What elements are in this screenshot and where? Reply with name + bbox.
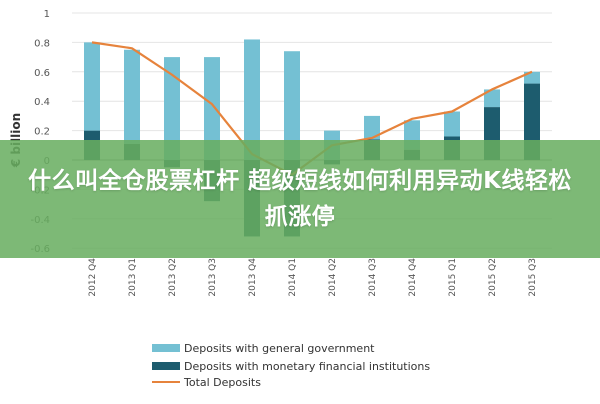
x-tick-label: 2013 Q3 (208, 258, 218, 297)
legend-label: Deposits with general government (184, 342, 375, 355)
x-tick-label: 2013 Q1 (128, 258, 138, 297)
bar-general-government (444, 111, 460, 136)
bar-general-government (84, 42, 100, 130)
x-tick-label: 2013 Q2 (168, 258, 178, 297)
x-tick-label: 2012 Q4 (88, 258, 98, 297)
x-tick-label: 2014 Q4 (408, 258, 418, 297)
x-tick-label: 2014 Q2 (328, 258, 338, 297)
y-tick-label: 0.8 (34, 38, 50, 49)
y-tick-label: 0.2 (34, 127, 50, 138)
legend: Deposits with general government Deposits… (152, 342, 430, 389)
x-tick-label: 2015 Q2 (488, 258, 498, 297)
bar-general-government (124, 50, 140, 144)
y-tick-label: 0.4 (34, 97, 50, 108)
x-tick-label: 2013 Q4 (248, 258, 258, 297)
legend-label: Total Deposits (183, 376, 261, 389)
headline-text: 什么叫全仓股票杠杆 超级短线如何利用异动K线轻松抓涨停 (20, 163, 580, 235)
legend-label: Deposits with monetary financial institu… (184, 360, 430, 373)
y-tick-label: 1 (44, 9, 50, 20)
x-tick-label: 2014 Q1 (288, 258, 298, 297)
x-tick-label: 2015 Q3 (528, 258, 538, 297)
x-tick-label: 2015 Q1 (448, 258, 458, 297)
y-tick-label: 0.6 (34, 68, 50, 79)
legend-swatch (152, 362, 180, 370)
legend-swatch (152, 344, 180, 352)
headline-banner: 什么叫全仓股票杠杆 超级短线如何利用异动K线轻松抓涨停 (0, 140, 600, 258)
x-tick-label: 2014 Q3 (368, 258, 378, 297)
x-axis-ticks: 2012 Q4 2013 Q1 2013 Q2 2013 Q3 2013 Q4 2014 … (88, 258, 538, 297)
